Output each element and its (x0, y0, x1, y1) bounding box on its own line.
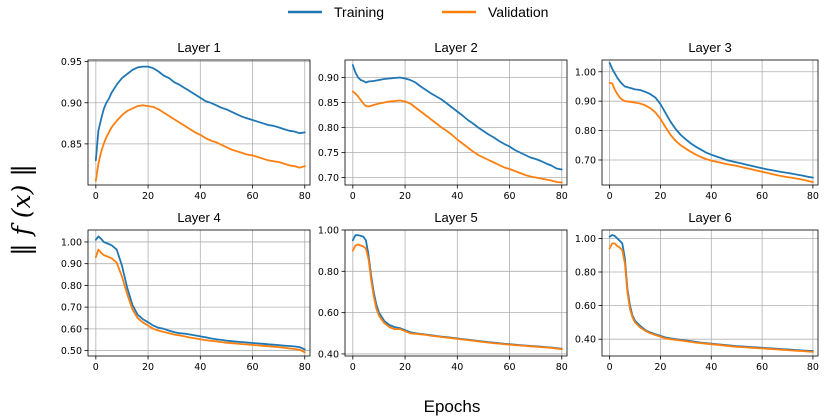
panels: Layer 1 0 20 40 60 80 0.85 0.90 0.95 Layer 2 0 20 40… (61, 40, 819, 373)
x-tick-label: 60 (756, 191, 768, 202)
panel-3: Layer 3 0 20 40 60 80 0.70 0.80 0.90 1.00 (575, 40, 819, 202)
series-line-validation (351, 243, 563, 351)
x-tick-label: 40 (451, 362, 463, 373)
x-tick-label: 60 (756, 362, 768, 373)
legend: Training Validation (288, 4, 548, 20)
panel-title: Layer 4 (177, 210, 220, 225)
y-tick-label: 0.60 (61, 324, 82, 335)
y-tick-label: 0.70 (61, 303, 82, 314)
x-tick-label: 60 (503, 362, 515, 373)
x-tick-label: 0 (93, 362, 99, 373)
series-line-training (94, 65, 306, 162)
x-tick-label: 40 (705, 362, 717, 373)
x-tick-label: 0 (607, 191, 613, 202)
x-tick-label: 0 (350, 362, 356, 373)
x-tick-label: 20 (399, 362, 411, 373)
series-line-validation (351, 90, 563, 184)
y-tick-label: 0.95 (61, 57, 82, 68)
y-tick-label: 1.00 (575, 234, 596, 245)
x-tick-label: 60 (246, 362, 258, 373)
series-line-validation (94, 248, 306, 354)
plot-frame (601, 229, 819, 357)
panel-title: Layer 1 (177, 40, 220, 55)
y-tick-label: 0.90 (61, 98, 82, 109)
x-tick-label: 0 (350, 191, 356, 202)
y-tick-label: 1.00 (575, 67, 596, 78)
x-tick-label: 0 (607, 362, 613, 373)
panel-title: Layer 5 (434, 210, 477, 225)
y-tick-label: 0.75 (318, 148, 339, 159)
panel-6: Layer 6 0 20 40 60 80 0.40 0.60 0.80 1.00 (575, 210, 819, 373)
x-tick-label: 20 (142, 191, 154, 202)
y-tick-label: 0.85 (61, 139, 82, 150)
y-tick-label: 0.50 (61, 346, 82, 357)
y-tick-label: 0.80 (575, 268, 596, 279)
x-tick-label: 60 (503, 191, 515, 202)
x-tick-label: 40 (451, 191, 463, 202)
panel-4: Layer 4 0 20 40 60 80 0.50 0.60 0.70 0.80 0.90 1.00 (61, 210, 311, 373)
y-tick-label: 1.00 (318, 226, 339, 237)
y-tick-label: 0.60 (318, 308, 339, 319)
x-tick-label: 20 (654, 362, 666, 373)
x-tick-label: 80 (299, 362, 311, 373)
y-tick-label: 0.40 (318, 349, 339, 360)
x-tick-label: 40 (194, 191, 206, 202)
panel-2: Layer 2 0 20 40 60 80 0.70 0.75 0.80 0.85 0.90 (318, 40, 568, 202)
y-axis-label: ‖ f (x) ‖ (7, 164, 37, 256)
y-tick-label: 0.85 (318, 98, 339, 109)
panel-1: Layer 1 0 20 40 60 80 0.85 0.90 0.95 (61, 40, 311, 202)
panel-title: Layer 6 (688, 210, 731, 225)
x-tick-label: 80 (556, 362, 568, 373)
plot-frame (87, 229, 311, 357)
plot-frame (344, 59, 568, 186)
y-tick-label: 0.40 (575, 335, 596, 346)
x-tick-label: 20 (399, 191, 411, 202)
series-line-training (351, 64, 563, 171)
y-tick-label: 0.80 (61, 281, 82, 292)
y-tick-label: 0.80 (318, 267, 339, 278)
panel-title: Layer 3 (688, 40, 731, 55)
x-tick-label: 80 (299, 191, 311, 202)
y-tick-label: 0.60 (575, 301, 596, 312)
y-tick-label: 1.00 (61, 237, 82, 248)
y-tick-label: 0.80 (318, 123, 339, 134)
x-tick-label: 20 (654, 191, 666, 202)
series-line-training (608, 62, 814, 179)
plot-frame (344, 229, 568, 357)
series-line-training (94, 235, 306, 351)
series-line-validation (94, 104, 306, 182)
x-tick-label: 40 (194, 362, 206, 373)
x-tick-label: 20 (142, 362, 154, 373)
x-tick-label: 80 (807, 362, 819, 373)
x-tick-label: 40 (705, 191, 717, 202)
legend-training-label: Training (334, 4, 384, 20)
x-tick-label: 80 (807, 191, 819, 202)
y-tick-label: 0.90 (61, 259, 82, 270)
series-line-validation (608, 82, 814, 184)
plot-frame (601, 59, 819, 186)
panel-title: Layer 2 (434, 40, 477, 55)
y-tick-label: 0.70 (318, 173, 339, 184)
plot-frame (87, 59, 311, 186)
y-tick-label: 0.90 (318, 73, 339, 84)
x-tick-label: 0 (93, 191, 99, 202)
x-axis-label: Epochs (424, 397, 481, 416)
x-tick-label: 80 (556, 191, 568, 202)
panel-5: Layer 5 0 20 40 60 80 0.40 0.60 0.80 1.00 (318, 210, 568, 373)
y-tick-label: 0.80 (575, 126, 596, 137)
y-tick-label: 0.90 (575, 97, 596, 108)
legend-validation-label: Validation (488, 4, 548, 20)
x-tick-label: 60 (246, 191, 258, 202)
series-line-validation (608, 242, 814, 353)
y-tick-label: 0.70 (575, 156, 596, 167)
